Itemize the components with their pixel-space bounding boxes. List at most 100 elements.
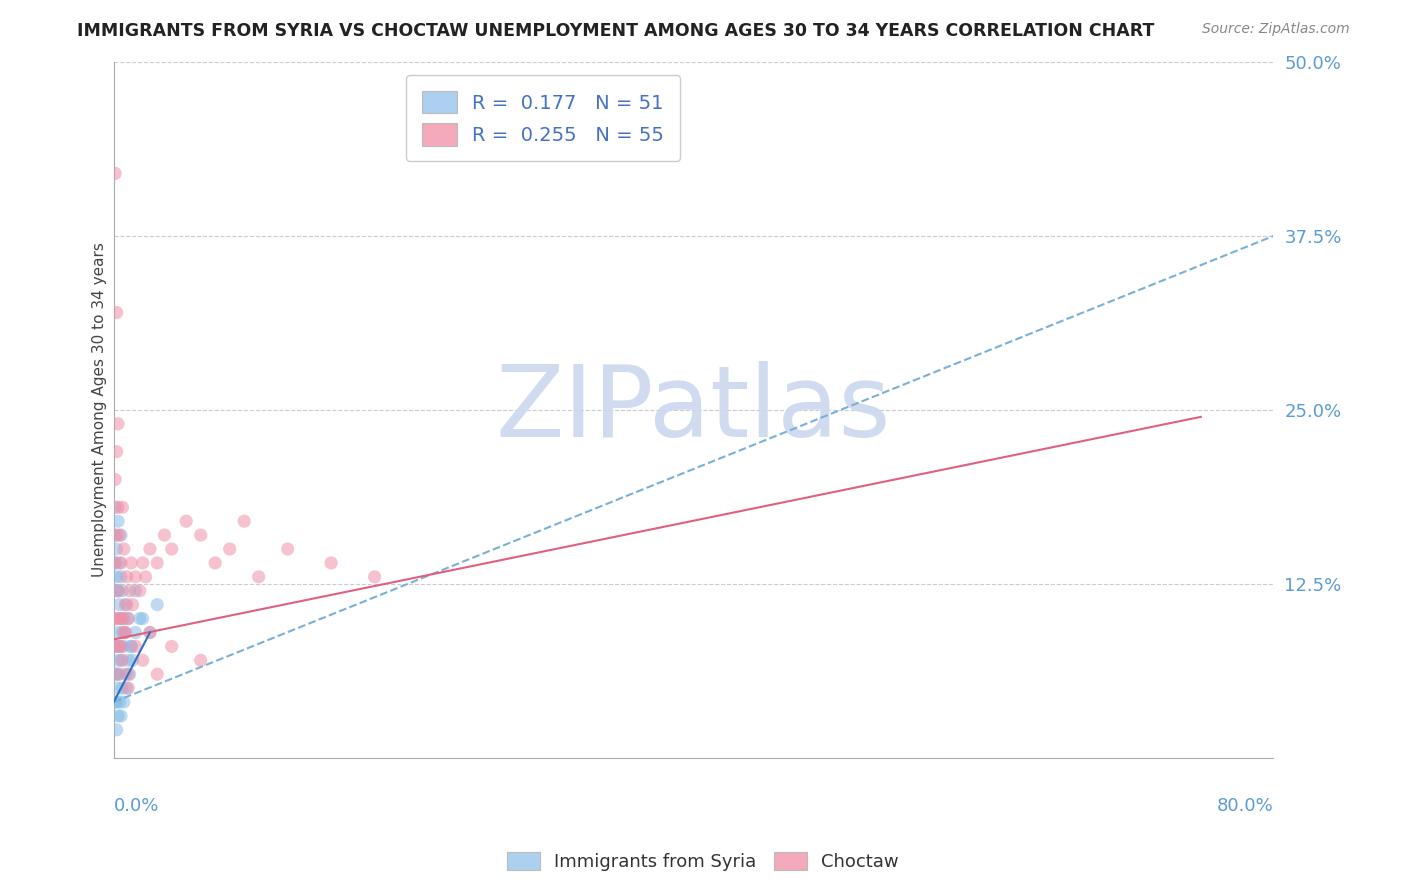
Point: [115, 598, 138, 612]
Point: [112, 611, 135, 625]
Point: [110, 640, 132, 654]
Point: [104, 611, 127, 625]
Text: ZIPatlas: ZIPatlas: [496, 361, 891, 458]
Point: [108, 611, 131, 625]
Text: 0.0%: 0.0%: [114, 797, 159, 814]
Legend: R =  0.177   N = 51, R =  0.255   N = 55: R = 0.177 N = 51, R = 0.255 N = 55: [406, 75, 679, 161]
Point: [117, 653, 139, 667]
Point: [105, 541, 128, 556]
Point: [247, 570, 270, 584]
Point: [277, 541, 299, 556]
Point: [107, 583, 129, 598]
Point: [110, 709, 132, 723]
Point: [135, 570, 157, 584]
Point: [121, 598, 143, 612]
Point: [104, 556, 127, 570]
Point: [107, 709, 129, 723]
Point: [160, 640, 183, 654]
Point: [104, 695, 127, 709]
Point: [112, 695, 135, 709]
Point: [107, 583, 129, 598]
Point: [124, 570, 146, 584]
Text: IMMIGRANTS FROM SYRIA VS CHOCTAW UNEMPLOYMENT AMONG AGES 30 TO 34 YEARS CORRELAT: IMMIGRANTS FROM SYRIA VS CHOCTAW UNEMPLO…: [77, 22, 1154, 40]
Point: [117, 611, 139, 625]
Point: [104, 528, 127, 542]
Point: [107, 625, 129, 640]
Point: [108, 528, 131, 542]
Point: [111, 611, 134, 625]
Point: [105, 570, 128, 584]
Point: [107, 417, 129, 431]
Point: [105, 583, 128, 598]
Point: [115, 681, 138, 695]
Point: [110, 528, 132, 542]
Text: Source: ZipAtlas.com: Source: ZipAtlas.com: [1202, 22, 1350, 37]
Point: [218, 541, 240, 556]
Point: [108, 640, 131, 654]
Point: [118, 667, 141, 681]
Point: [105, 611, 128, 625]
Point: [110, 611, 132, 625]
Point: [104, 667, 127, 681]
Point: [105, 695, 128, 709]
Point: [104, 166, 127, 180]
Point: [131, 611, 153, 625]
Point: [111, 653, 134, 667]
Point: [121, 653, 143, 667]
Point: [112, 541, 135, 556]
Text: 80.0%: 80.0%: [1216, 797, 1274, 814]
Point: [321, 556, 343, 570]
Point: [108, 640, 131, 654]
Point: [104, 640, 127, 654]
Point: [139, 625, 162, 640]
Point: [204, 556, 226, 570]
Point: [107, 514, 129, 528]
Point: [139, 541, 162, 556]
Point: [107, 667, 129, 681]
Point: [139, 625, 162, 640]
Point: [153, 528, 176, 542]
Point: [115, 570, 138, 584]
Point: [105, 444, 128, 458]
Point: [105, 667, 128, 681]
Point: [104, 473, 127, 487]
Point: [120, 640, 142, 654]
Point: [114, 598, 136, 612]
Point: [108, 695, 131, 709]
Point: [108, 667, 131, 681]
Point: [190, 528, 212, 542]
Point: [110, 653, 132, 667]
Point: [107, 500, 129, 515]
Point: [105, 723, 128, 737]
Point: [131, 556, 153, 570]
Point: [146, 598, 169, 612]
Point: [124, 625, 146, 640]
Point: [160, 541, 183, 556]
Point: [112, 625, 135, 640]
Point: [174, 514, 197, 528]
Point: [128, 611, 150, 625]
Point: [107, 681, 129, 695]
Point: [104, 640, 127, 654]
Point: [120, 556, 142, 570]
Point: [111, 500, 134, 515]
Point: [104, 556, 127, 570]
Point: [110, 570, 132, 584]
Point: [117, 667, 139, 681]
Point: [146, 556, 169, 570]
Point: [131, 653, 153, 667]
Point: [108, 556, 131, 570]
Point: [114, 625, 136, 640]
Point: [110, 556, 132, 570]
Point: [105, 528, 128, 542]
Point: [104, 500, 127, 515]
Point: [124, 583, 146, 598]
Point: [190, 653, 212, 667]
Point: [108, 598, 131, 612]
Point: [118, 583, 141, 598]
Point: [146, 667, 169, 681]
Y-axis label: Unemployment Among Ages 30 to 34 years: Unemployment Among Ages 30 to 34 years: [93, 243, 107, 577]
Point: [105, 305, 128, 319]
Point: [117, 611, 139, 625]
Point: [114, 625, 136, 640]
